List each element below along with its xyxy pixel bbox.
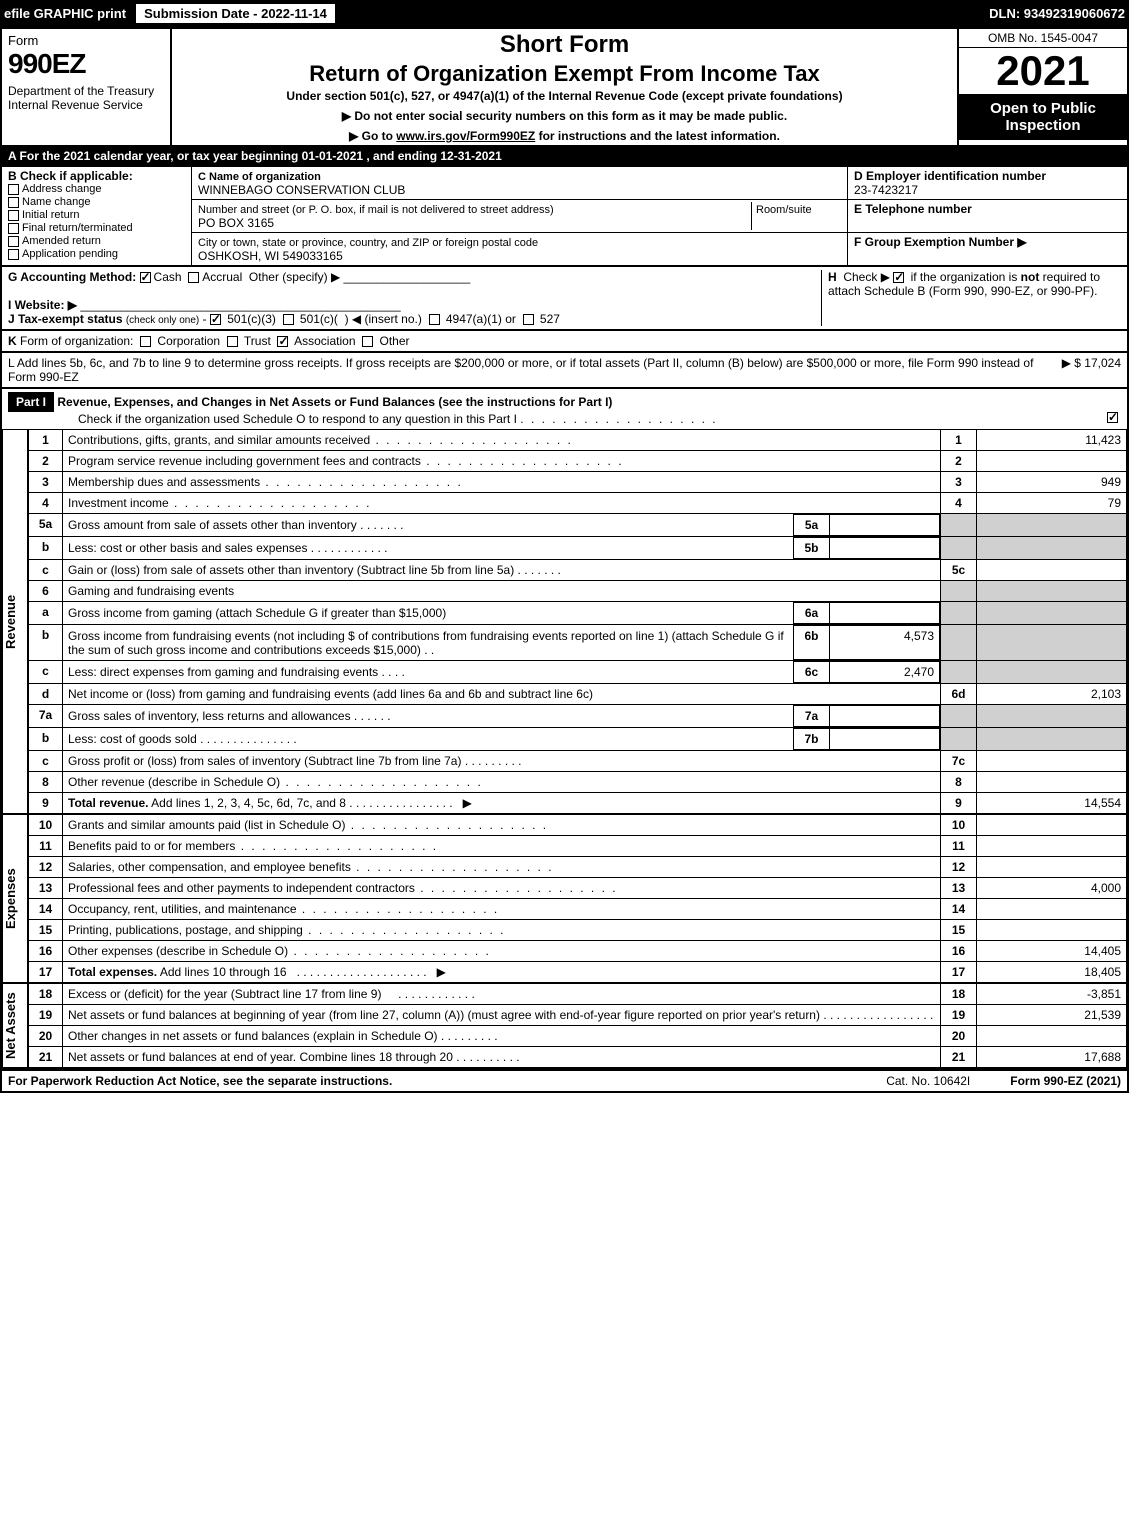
chk-501c[interactable] — [283, 314, 294, 325]
page-footer: For Paperwork Reduction Act Notice, see … — [0, 1070, 1129, 1093]
netassets-section: Net Assets 18Excess or (deficit) for the… — [0, 983, 1129, 1070]
g-label: G Accounting Method: — [8, 270, 136, 284]
part1-title: Revenue, Expenses, and Changes in Net As… — [57, 395, 612, 409]
c-name-label: C Name of organization — [198, 171, 321, 183]
part1-header: Part I Revenue, Expenses, and Changes in… — [0, 387, 1129, 429]
form-ref: Form 990-EZ (2021) — [1010, 1074, 1121, 1088]
j-text: J Tax-exempt status (check only one) - 5… — [8, 312, 560, 326]
part1-check-text: Check if the organization used Schedule … — [78, 412, 517, 426]
tax-year: 2021 — [959, 48, 1127, 94]
chk-schedule-b[interactable] — [893, 272, 904, 283]
part1-label: Part I — [8, 392, 54, 412]
chk-assoc[interactable] — [277, 336, 288, 347]
b-label: B Check if applicable: — [8, 169, 185, 183]
main-title: Return of Organization Exempt From Incom… — [180, 61, 949, 87]
short-form-title: Short Form — [180, 31, 949, 59]
department: Department of the Treasury Internal Reve… — [8, 84, 164, 112]
chk-cash[interactable] — [140, 272, 151, 283]
submission-date: Submission Date - 2022-11-14 — [134, 2, 337, 25]
room-label: Room/suite — [756, 204, 812, 216]
open-inspection: Open to Public Inspection — [959, 94, 1127, 140]
d-label: D Employer identification number — [854, 169, 1046, 183]
form-number: 990EZ — [8, 48, 164, 80]
header-center: Short Form Return of Organization Exempt… — [172, 29, 957, 145]
chk-initial[interactable]: Initial return — [8, 209, 185, 221]
row-a: A For the 2021 calendar year, or tax yea… — [0, 145, 1129, 165]
l-text: L Add lines 5b, 6c, and 7b to line 9 to … — [8, 356, 1054, 384]
chk-accrual[interactable] — [188, 272, 199, 283]
form-word: Form — [8, 33, 164, 48]
org-street: PO BOX 3165 — [198, 216, 274, 230]
row-gh: G Accounting Method: Cash Accrual Other … — [0, 265, 1129, 329]
chk-527[interactable] — [523, 314, 534, 325]
expenses-table: 10Grants and similar amounts paid (list … — [28, 814, 1127, 983]
netassets-table: 18Excess or (deficit) for the year (Subt… — [28, 983, 1127, 1068]
org-name: WINNEBAGO CONSERVATION CLUB — [198, 183, 405, 197]
chk-trust[interactable] — [227, 336, 238, 347]
under-section: Under section 501(c), 527, or 4947(a)(1)… — [180, 89, 949, 103]
chk-name[interactable]: Name change — [8, 196, 185, 208]
cat-number: Cat. No. 10642I — [886, 1074, 970, 1088]
netassets-label: Net Assets — [2, 983, 28, 1068]
row-k: K Form of organization: Corporation Trus… — [0, 329, 1129, 351]
form-header: Form 990EZ Department of the Treasury In… — [0, 27, 1129, 145]
l-value: ▶ $ 17,024 — [1062, 356, 1121, 384]
chk-corp[interactable] — [140, 336, 151, 347]
chk-other-org[interactable] — [362, 336, 373, 347]
omb-number: OMB No. 1545-0047 — [959, 29, 1127, 48]
chk-501c3[interactable] — [210, 314, 221, 325]
pra-notice: For Paperwork Reduction Act Notice, see … — [8, 1074, 392, 1088]
e-label: E Telephone number — [854, 202, 972, 216]
expenses-label: Expenses — [2, 814, 28, 983]
section-def: D Employer identification number 23-7423… — [847, 167, 1127, 265]
chk-amended[interactable]: Amended return — [8, 235, 185, 247]
chk-schedule-o[interactable] — [1107, 412, 1118, 423]
row-l: L Add lines 5b, 6c, and 7b to line 9 to … — [0, 351, 1129, 387]
chk-address[interactable]: Address change — [8, 183, 185, 195]
org-city: OSHKOSH, WI 549033165 — [198, 249, 343, 263]
c-street-label: Number and street (or P. O. box, if mail… — [198, 204, 554, 216]
top-bar: efile GRAPHIC print Submission Date - 20… — [0, 0, 1129, 27]
f-label: F Group Exemption Number ▶ — [854, 235, 1027, 249]
i-label: I Website: ▶ — [8, 298, 77, 312]
revenue-table: 1Contributions, gifts, grants, and simil… — [28, 429, 1127, 814]
expenses-section: Expenses 10Grants and similar amounts pa… — [0, 814, 1129, 983]
header-left: Form 990EZ Department of the Treasury In… — [2, 29, 172, 145]
block-bcdef: B Check if applicable: Address change Na… — [0, 165, 1129, 265]
chk-pending[interactable]: Application pending — [8, 248, 185, 260]
revenue-label: Revenue — [2, 429, 28, 814]
ein: 23-7423217 — [854, 183, 918, 197]
chk-4947[interactable] — [429, 314, 440, 325]
chk-final[interactable]: Final return/terminated — [8, 222, 185, 234]
dln: DLN: 93492319060672 — [989, 6, 1125, 21]
section-c: C Name of organization WINNEBAGO CONSERV… — [192, 167, 847, 265]
header-right: OMB No. 1545-0047 2021 Open to Public In… — [957, 29, 1127, 145]
h-text: H Check ▶ if the organization is not req… — [828, 270, 1100, 298]
irs-link[interactable]: www.irs.gov/Form990EZ — [396, 129, 535, 143]
instruction-link: ▶ Go to www.irs.gov/Form990EZ for instru… — [180, 129, 949, 143]
c-city-label: City or town, state or province, country… — [198, 237, 538, 249]
section-b: B Check if applicable: Address change Na… — [2, 167, 192, 265]
efile-label: efile GRAPHIC print — [4, 6, 126, 21]
revenue-section: Revenue 1Contributions, gifts, grants, a… — [0, 429, 1129, 814]
instruction-ssn: ▶ Do not enter social security numbers o… — [180, 109, 949, 123]
